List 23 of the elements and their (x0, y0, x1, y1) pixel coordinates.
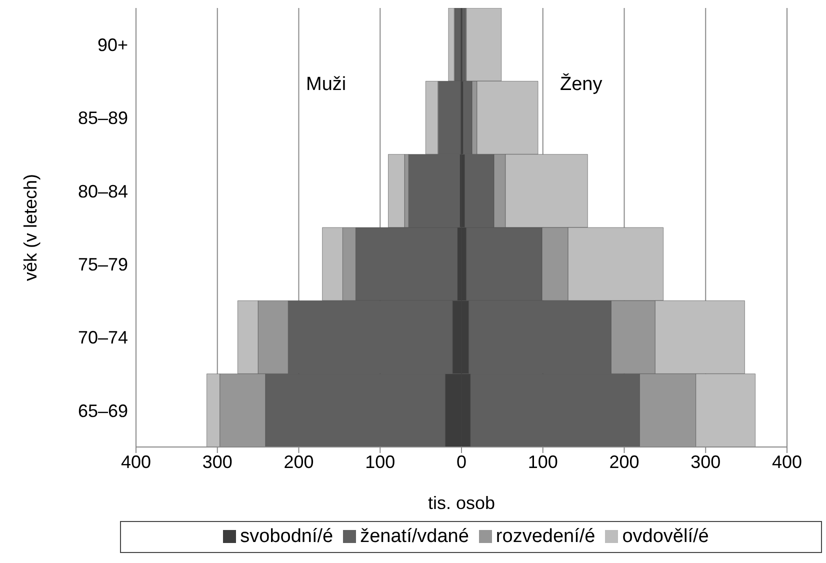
x-tick-label: 0 (456, 452, 467, 472)
y-axis-title: věk (v letech) (20, 174, 40, 282)
x-tick-label: 100 (365, 452, 396, 472)
legend-label: ženatí/vdané (360, 526, 469, 547)
legend-label: rozvedení/é (496, 526, 596, 547)
y-tick-label: 75–79 (78, 254, 128, 274)
x-tick-label: 400 (772, 452, 802, 472)
y-tick-label: 85–89 (78, 108, 128, 128)
annotation: Ženy (560, 74, 602, 96)
x-tick-label: 300 (202, 452, 232, 472)
x-axis-title: tis. osob (428, 493, 496, 513)
annotation: Muži (306, 74, 346, 96)
y-tick-label: 65–69 (78, 400, 128, 421)
x-tick-label: 100 (528, 452, 558, 472)
legend-label: ovdovělí/é (622, 526, 709, 547)
legend-label: svobodní/é (240, 526, 334, 547)
y-tick-label: 80–84 (78, 181, 128, 202)
x-tick-label: 200 (284, 452, 314, 472)
x-tick-label: 200 (609, 452, 640, 472)
y-tick-label: 90+ (97, 34, 128, 55)
x-tick-label: 300 (690, 452, 721, 472)
y-tick-label: 70–74 (78, 328, 128, 348)
x-tick-label: 400 (120, 452, 152, 472)
